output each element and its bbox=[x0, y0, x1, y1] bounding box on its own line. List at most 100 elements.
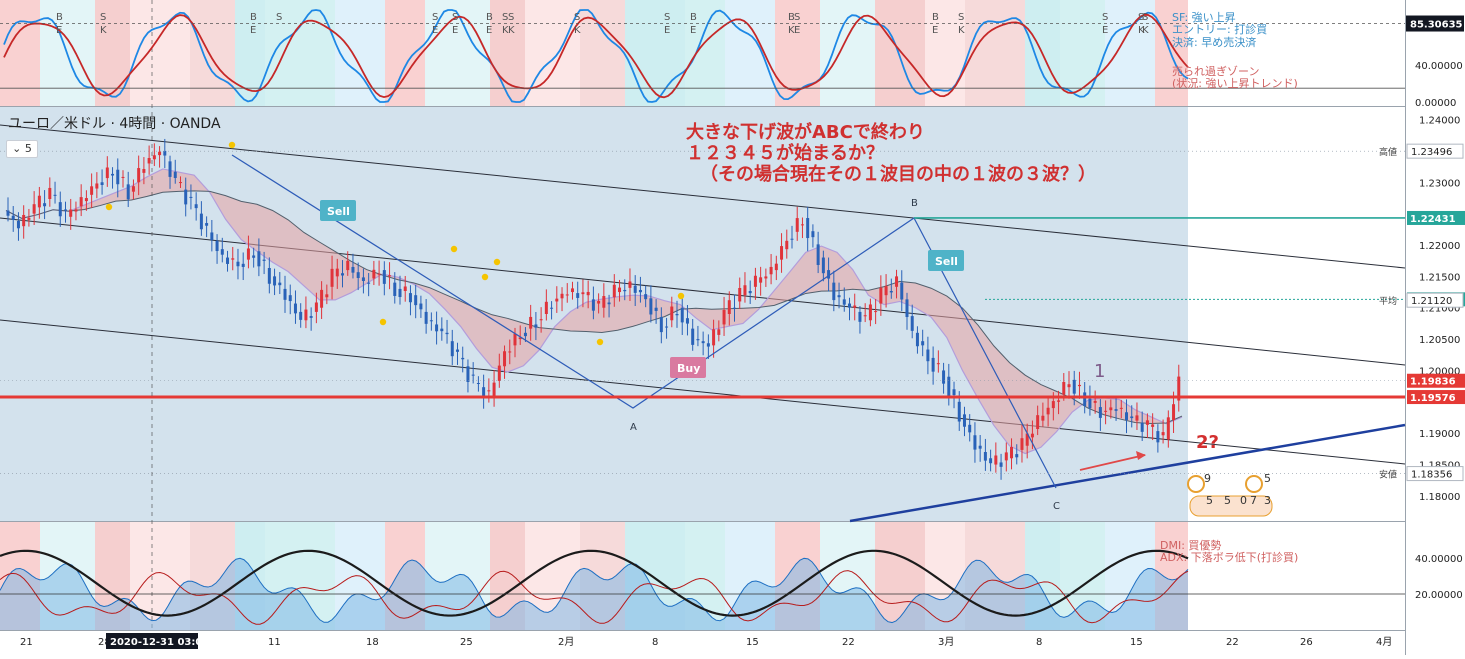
interval-box[interactable]: ⌄ 5 bbox=[6, 140, 38, 158]
stoch-signal-label: S bbox=[958, 12, 964, 23]
candle-body bbox=[921, 341, 925, 346]
candle-body bbox=[1172, 404, 1176, 421]
candle-body bbox=[241, 263, 245, 267]
candle-body bbox=[100, 182, 104, 185]
event-number: 5 bbox=[1206, 494, 1213, 507]
candle-body bbox=[1161, 432, 1165, 436]
candle-body bbox=[69, 209, 73, 217]
candle-body bbox=[1041, 415, 1045, 421]
candle-body bbox=[1020, 438, 1024, 450]
candle-body bbox=[649, 298, 653, 315]
candle-body bbox=[706, 343, 710, 347]
candle-body bbox=[273, 276, 277, 286]
stoch-tick-label: 40.00000 bbox=[1415, 61, 1463, 72]
candle-body bbox=[58, 202, 62, 217]
candle-body bbox=[466, 366, 470, 382]
price-tick-label: 1.20000 bbox=[1419, 366, 1460, 377]
candle-body bbox=[942, 370, 946, 384]
candle-body bbox=[445, 332, 449, 335]
stoch-signal-label: S bbox=[574, 12, 580, 23]
candle-body bbox=[1062, 381, 1066, 395]
candle-body bbox=[476, 383, 480, 384]
candle-body bbox=[503, 351, 507, 367]
stoch-signal-label: B bbox=[250, 12, 257, 23]
candle-body bbox=[717, 329, 721, 335]
candle-body bbox=[644, 294, 648, 300]
candle-body bbox=[63, 209, 67, 211]
stoch-legend-item: (状況: 強い上昇トレンド) bbox=[1172, 76, 1298, 90]
candle-body bbox=[27, 217, 31, 220]
candle-body bbox=[983, 452, 987, 461]
candle-body bbox=[926, 349, 930, 362]
candle-body bbox=[1104, 410, 1108, 412]
projection-arrowhead bbox=[1136, 451, 1146, 460]
stoch-zone-stripe bbox=[580, 0, 625, 106]
candle-body bbox=[597, 300, 601, 304]
candle-body bbox=[309, 316, 313, 318]
candle-body bbox=[1015, 454, 1019, 458]
stoch-signal-label: S bbox=[100, 12, 106, 23]
candle-body bbox=[513, 333, 517, 346]
price-tick-label: 1.23000 bbox=[1419, 178, 1460, 189]
stoch-legend-item: 売られ過ぎゾーン bbox=[1172, 64, 1259, 78]
interval-chevron-icon: ⌄ bbox=[12, 142, 25, 155]
candle-body bbox=[806, 218, 810, 239]
candle-body bbox=[408, 293, 412, 303]
stoch-zone-stripe bbox=[725, 0, 775, 106]
candle-body bbox=[1046, 407, 1050, 415]
dmi-tick-label: 40.00000 bbox=[1415, 554, 1463, 565]
price-line-badge bbox=[1406, 466, 1464, 482]
candle-body bbox=[774, 263, 778, 271]
candle-body bbox=[769, 266, 773, 275]
candle-body bbox=[361, 277, 365, 281]
candle-body bbox=[382, 270, 386, 284]
time-tick-label: 21 bbox=[20, 637, 33, 648]
stoch-signal-label: K bbox=[788, 25, 795, 36]
candle-body bbox=[738, 287, 742, 302]
candle-body bbox=[388, 275, 392, 277]
candle-body bbox=[471, 374, 475, 376]
stoch-zone-stripe bbox=[965, 0, 1025, 106]
candle-body bbox=[565, 294, 569, 296]
time-tick-label: 28 bbox=[98, 637, 111, 648]
price-tick-label: 1.21000 bbox=[1419, 304, 1460, 315]
candle-body bbox=[440, 328, 444, 332]
candle-body bbox=[173, 171, 177, 179]
stoch-signal-label: S bbox=[276, 12, 282, 23]
price-line-badge bbox=[1406, 143, 1464, 159]
candle-body bbox=[994, 455, 998, 465]
candle-body bbox=[586, 291, 590, 296]
candle-body bbox=[847, 303, 851, 308]
wave-point-label: A bbox=[630, 422, 637, 433]
candle-body bbox=[95, 183, 99, 189]
candle-body bbox=[827, 270, 831, 279]
price-tick-label: 1.22000 bbox=[1419, 241, 1460, 252]
price-line-badge bbox=[1406, 292, 1464, 308]
price-tick-label: 1.20500 bbox=[1419, 335, 1460, 346]
candle-body bbox=[299, 311, 303, 320]
candle-body bbox=[142, 169, 146, 173]
candle-body bbox=[372, 269, 376, 279]
candle-body bbox=[37, 195, 41, 208]
candle-body bbox=[712, 329, 716, 346]
candle-body bbox=[764, 276, 768, 279]
candle-body bbox=[320, 289, 324, 308]
stoch-signal-label: B bbox=[56, 12, 63, 23]
candle-body bbox=[11, 215, 15, 220]
candle-body bbox=[419, 303, 423, 310]
stoch-signal-label: E bbox=[452, 25, 458, 36]
candle-body bbox=[800, 224, 804, 226]
stoch-signal-label: B bbox=[932, 12, 939, 23]
candle-body bbox=[231, 258, 235, 260]
stoch-legend-item: 決済: 早め売決済 bbox=[1172, 35, 1256, 49]
stoch-signal-label: S bbox=[508, 12, 514, 23]
candle-body bbox=[126, 184, 130, 200]
price-line-value: 1.19836 bbox=[1410, 377, 1456, 388]
stoch-signal-label: S bbox=[502, 12, 508, 23]
candle-body bbox=[53, 194, 57, 196]
stoch-signal-label: E bbox=[250, 25, 256, 36]
stoch-signal-label: K bbox=[574, 25, 581, 36]
candle-body bbox=[435, 324, 439, 332]
candle-body bbox=[121, 176, 125, 178]
